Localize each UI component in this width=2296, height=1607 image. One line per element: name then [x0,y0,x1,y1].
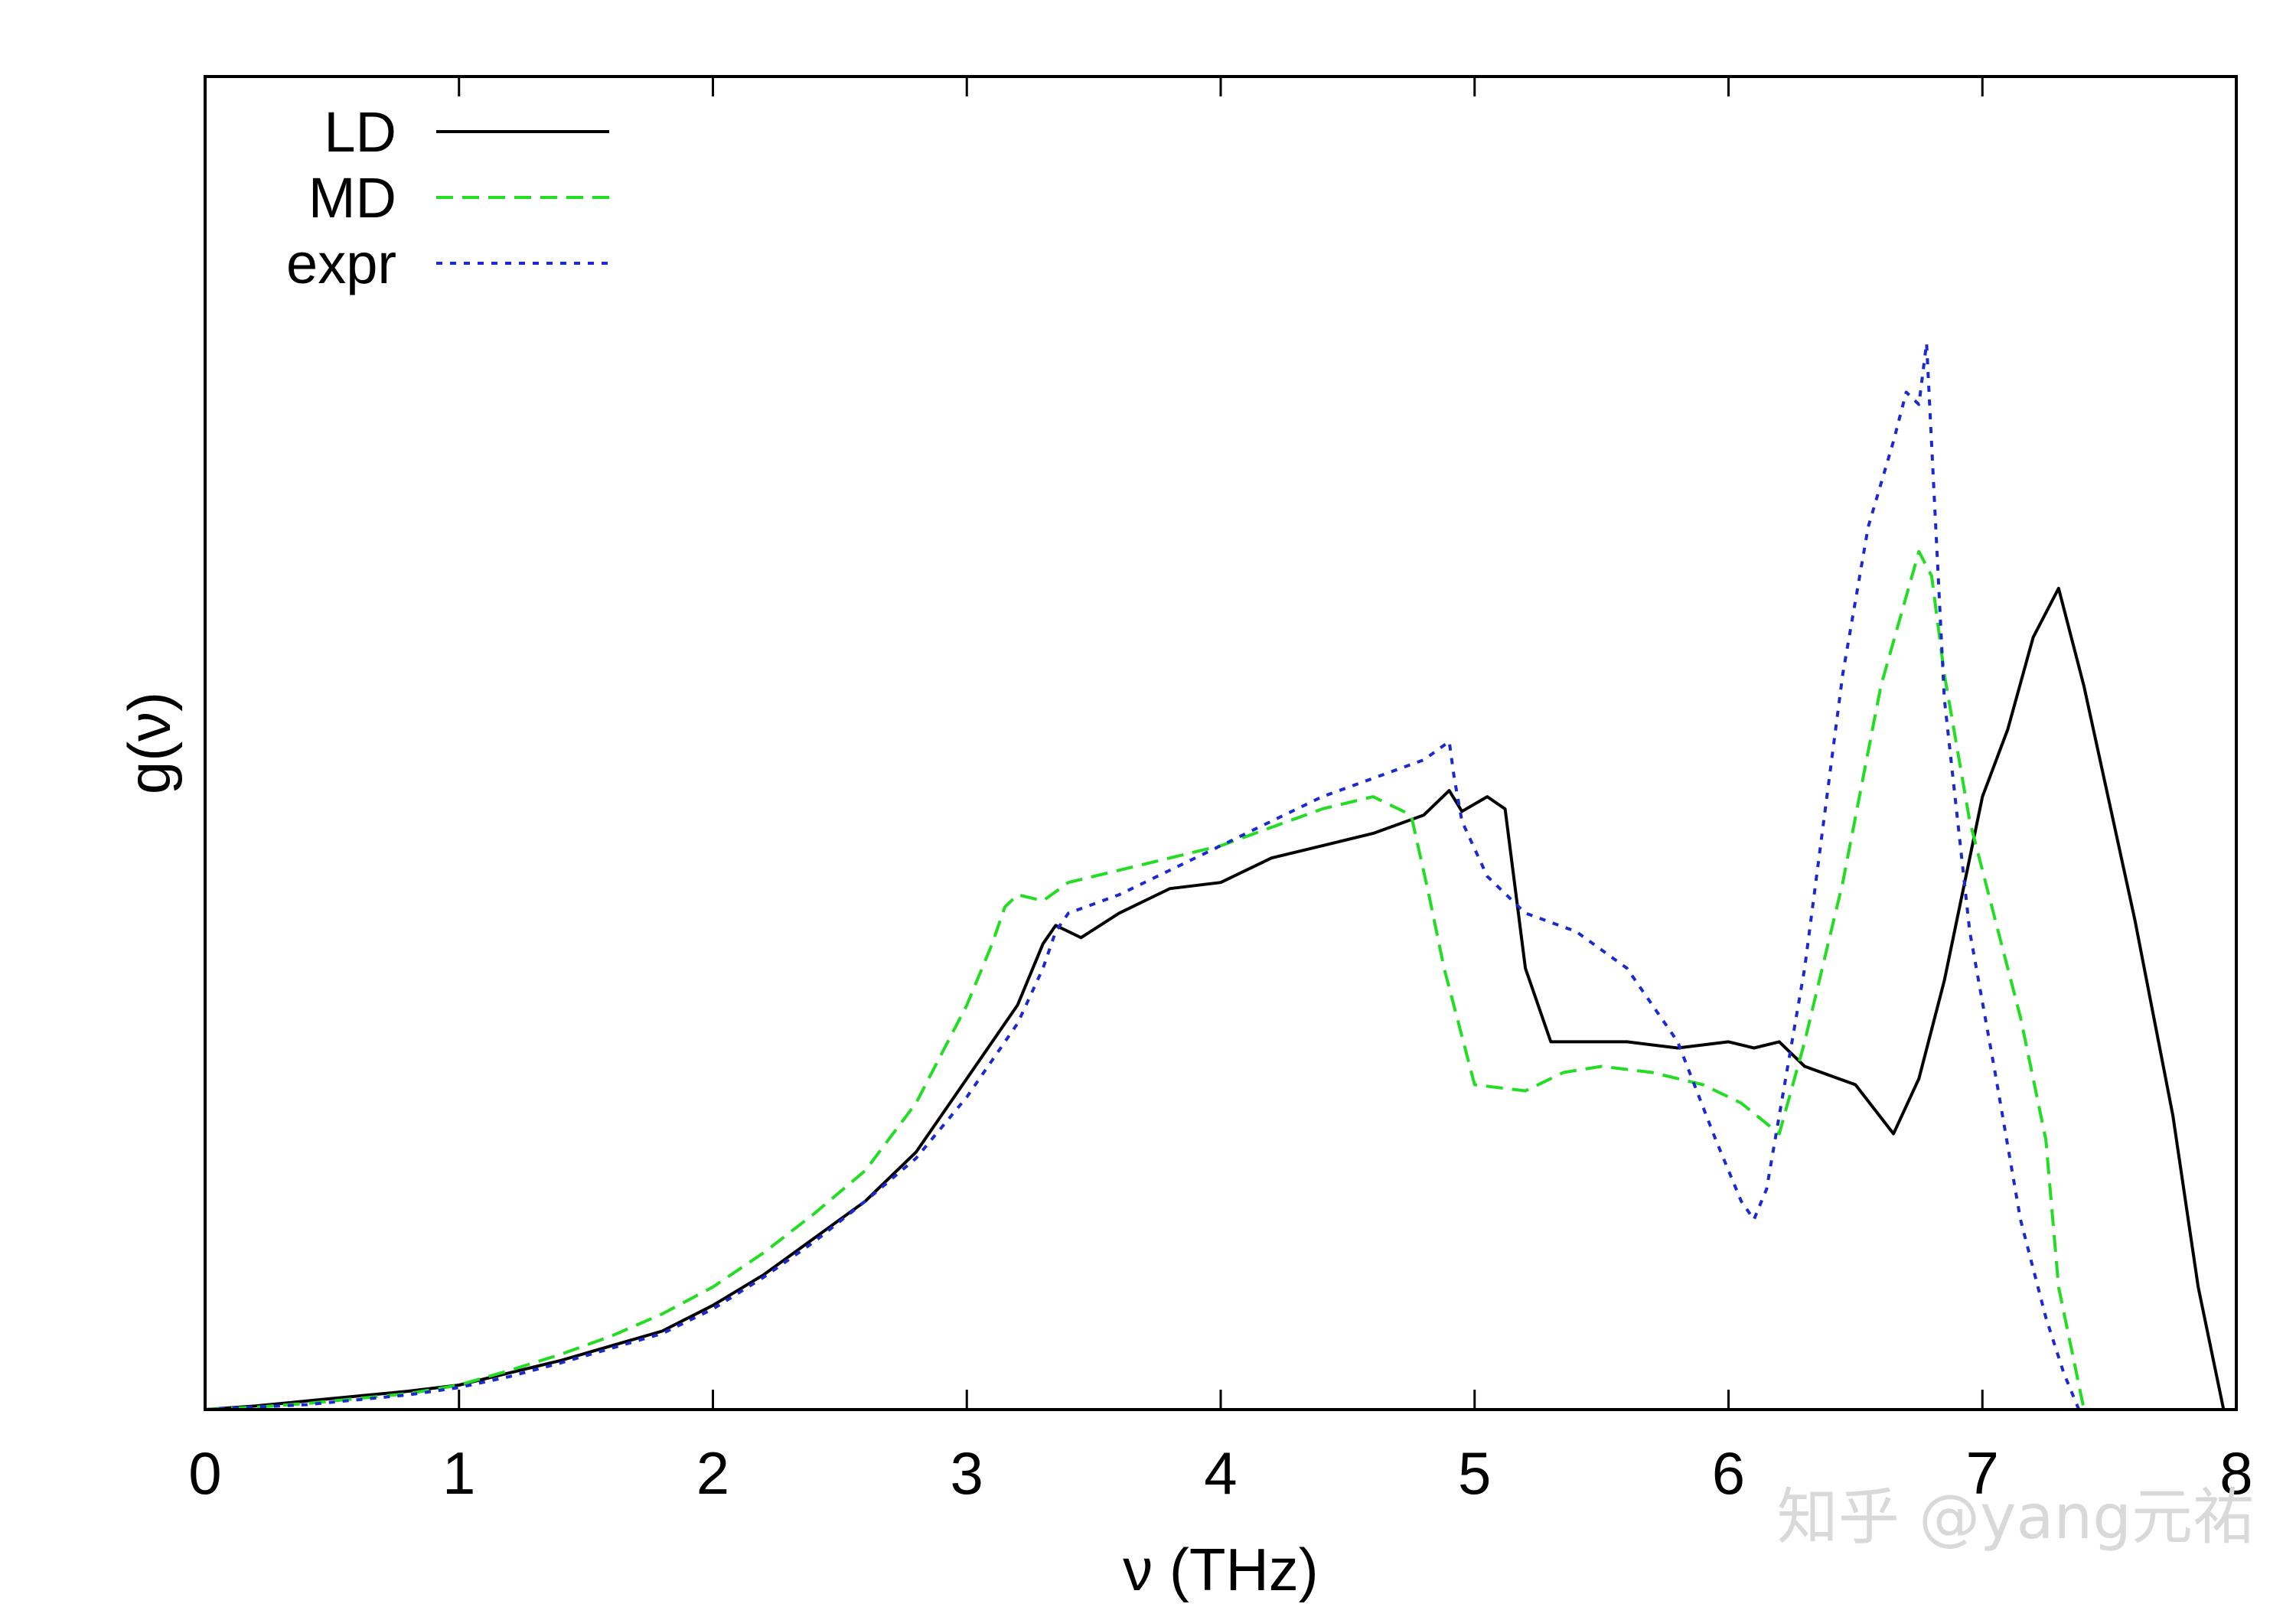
x-axis-ticks: 0 1 2 3 4 5 6 7 8 [188,77,2253,1507]
x-tick-label: 8 [2219,1439,2252,1507]
series-line-md [204,549,2097,1411]
x-tick-label: 3 [951,1439,983,1507]
y-axis-title: g(ν) [116,692,183,794]
legend-label-md: MD [308,166,396,230]
legend-label-expr: expr [286,232,396,295]
watermark: 知乎 @yang元祐 [1777,1482,2254,1553]
x-axis-title: ν (THz) [1123,1536,1319,1603]
x-tick-label: 5 [1458,1439,1491,1507]
legend-label-ld: LD [324,100,396,164]
x-tick-label: 0 [188,1439,221,1507]
x-tick-label: 2 [696,1439,729,1507]
x-tick-label: 6 [1712,1439,1745,1507]
x-tick-label: 1 [442,1439,475,1507]
x-tick-label: 4 [1204,1439,1237,1507]
series-layer [204,341,2226,1411]
series-line-ld [204,586,2226,1411]
x-tick-label: 7 [1966,1439,1999,1507]
